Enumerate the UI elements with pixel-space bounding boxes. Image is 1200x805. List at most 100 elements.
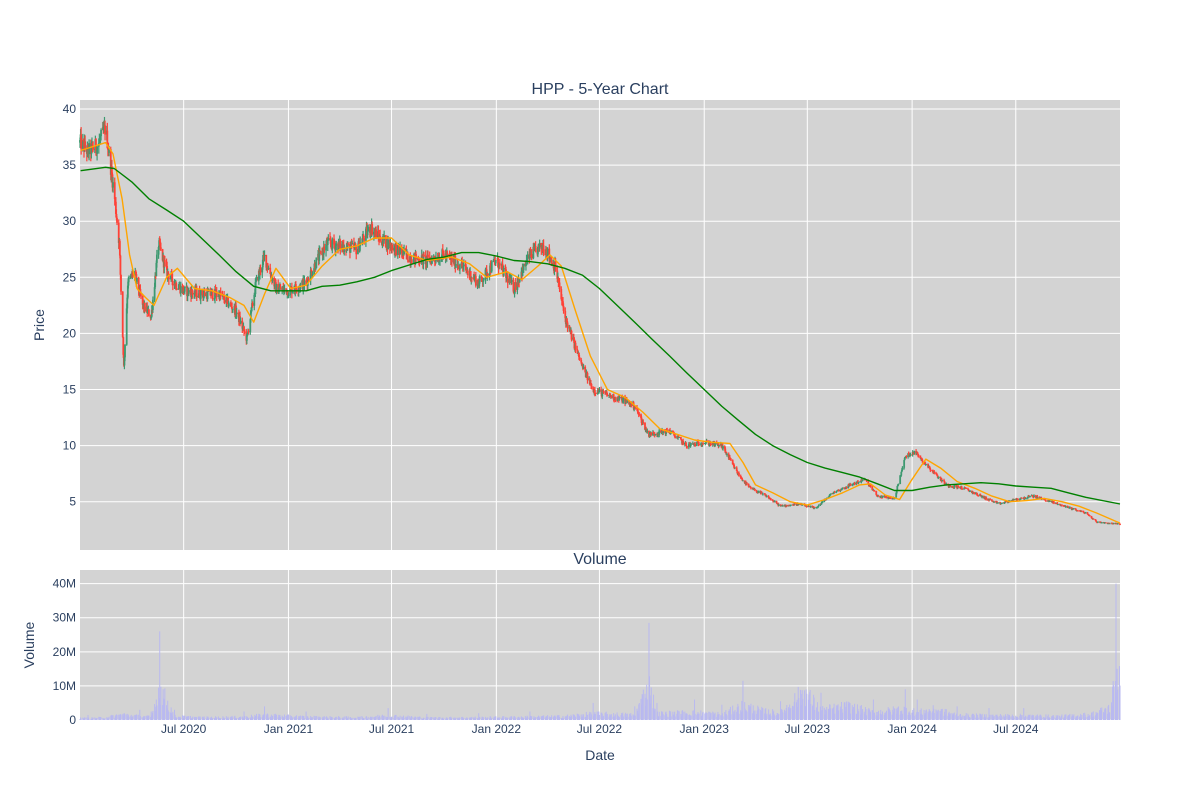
- volume-bar: [207, 716, 209, 720]
- volume-bar: [338, 716, 340, 720]
- volume-bar: [199, 716, 201, 720]
- candle-body: [136, 277, 138, 282]
- candle-body: [1076, 510, 1079, 512]
- candle-body: [357, 248, 359, 255]
- volume-bar: [198, 718, 200, 720]
- volume-bar: [437, 718, 439, 720]
- volume-bar: [622, 712, 624, 720]
- x-tick-label: Jul 2020: [161, 722, 207, 736]
- volume-bar: [809, 689, 811, 720]
- volume-bar: [166, 708, 168, 720]
- candle-body: [512, 279, 515, 292]
- volume-bar: [1045, 714, 1047, 720]
- volume-bar: [386, 717, 388, 720]
- candle-body: [586, 373, 589, 381]
- volume-bar: [897, 706, 899, 720]
- volume-bar: [843, 702, 845, 720]
- volume-bar: [526, 717, 528, 720]
- volume-bar: [168, 711, 170, 720]
- volume-bar: [838, 710, 840, 720]
- volume-bar: [891, 714, 893, 720]
- candle-body: [119, 255, 122, 275]
- volume-bar: [810, 704, 812, 720]
- candle-body: [769, 498, 772, 500]
- volume-bar: [126, 714, 128, 720]
- x-tick-label: Jul 2022: [577, 722, 623, 736]
- volume-bar: [158, 698, 160, 720]
- volume-bar: [462, 717, 464, 720]
- candle-body: [261, 267, 264, 273]
- volume-bar: [358, 718, 360, 720]
- volume-bar: [630, 713, 632, 720]
- volume-bar: [115, 714, 117, 720]
- candle-body: [1028, 496, 1031, 498]
- volume-bar: [295, 717, 297, 720]
- candle-body: [399, 247, 401, 254]
- candle-body: [303, 280, 306, 286]
- volume-bar: [799, 689, 801, 720]
- volume-bar: [606, 713, 608, 720]
- candle-body: [1053, 501, 1055, 504]
- candle-body: [943, 480, 945, 482]
- volume-bar: [477, 718, 479, 720]
- candle-body: [660, 430, 662, 433]
- candle-body: [679, 437, 682, 440]
- volume-bar: [960, 713, 962, 720]
- volume-bar: [858, 711, 860, 720]
- volume-bar: [405, 718, 407, 720]
- candle-body: [989, 499, 992, 501]
- volume-bar: [602, 716, 604, 720]
- volume-bar: [130, 716, 132, 720]
- candle-body: [381, 242, 384, 245]
- volume-bar: [1017, 717, 1019, 720]
- volume-bar: [455, 717, 457, 720]
- volume-bar: [481, 718, 483, 720]
- volume-bar: [243, 711, 245, 720]
- volume-bar: [786, 705, 788, 720]
- volume-bar: [210, 717, 212, 720]
- volume-bar: [260, 717, 262, 720]
- volume-bar: [519, 717, 521, 720]
- volume-bar: [1001, 715, 1003, 720]
- candle-body: [211, 290, 214, 300]
- x-tick-label: Jan 2022: [472, 722, 522, 736]
- volume-bar: [495, 716, 497, 720]
- volume-bar: [865, 708, 867, 720]
- volume-bar: [790, 707, 792, 720]
- price-y-tick-label: 10: [63, 439, 77, 453]
- volume-bar: [283, 717, 285, 720]
- volume-bar: [287, 714, 289, 720]
- volume-bar: [1027, 714, 1029, 720]
- volume-bar: [654, 709, 656, 720]
- candle-body: [960, 486, 963, 490]
- volume-bar: [1056, 716, 1058, 720]
- candle-body: [634, 407, 637, 408]
- volume-bar: [1056, 715, 1058, 720]
- volume-bar: [971, 713, 973, 720]
- candle-body: [768, 497, 771, 500]
- volume-bar: [905, 707, 907, 720]
- candle-body: [1108, 523, 1111, 525]
- candle-body: [347, 243, 350, 245]
- candle-body: [929, 468, 932, 471]
- volume-bar: [130, 714, 132, 720]
- volume-bar: [1103, 712, 1105, 720]
- volume-bar: [1064, 714, 1066, 720]
- candle-body: [423, 254, 425, 256]
- volume-bar: [355, 718, 357, 720]
- volume-bar: [584, 716, 586, 720]
- volume-bar: [689, 714, 691, 720]
- volume-bar: [461, 717, 463, 720]
- volume-bar: [777, 714, 779, 720]
- volume-bar: [379, 715, 381, 720]
- volume-bar: [259, 714, 261, 720]
- volume-bar: [833, 703, 835, 720]
- volume-bar: [1092, 716, 1094, 720]
- volume-bar: [1067, 715, 1069, 720]
- volume-bar: [229, 717, 231, 720]
- volume-bar: [745, 710, 747, 720]
- volume-bar: [542, 716, 544, 720]
- candle-body: [828, 495, 831, 497]
- volume-bar: [677, 710, 679, 720]
